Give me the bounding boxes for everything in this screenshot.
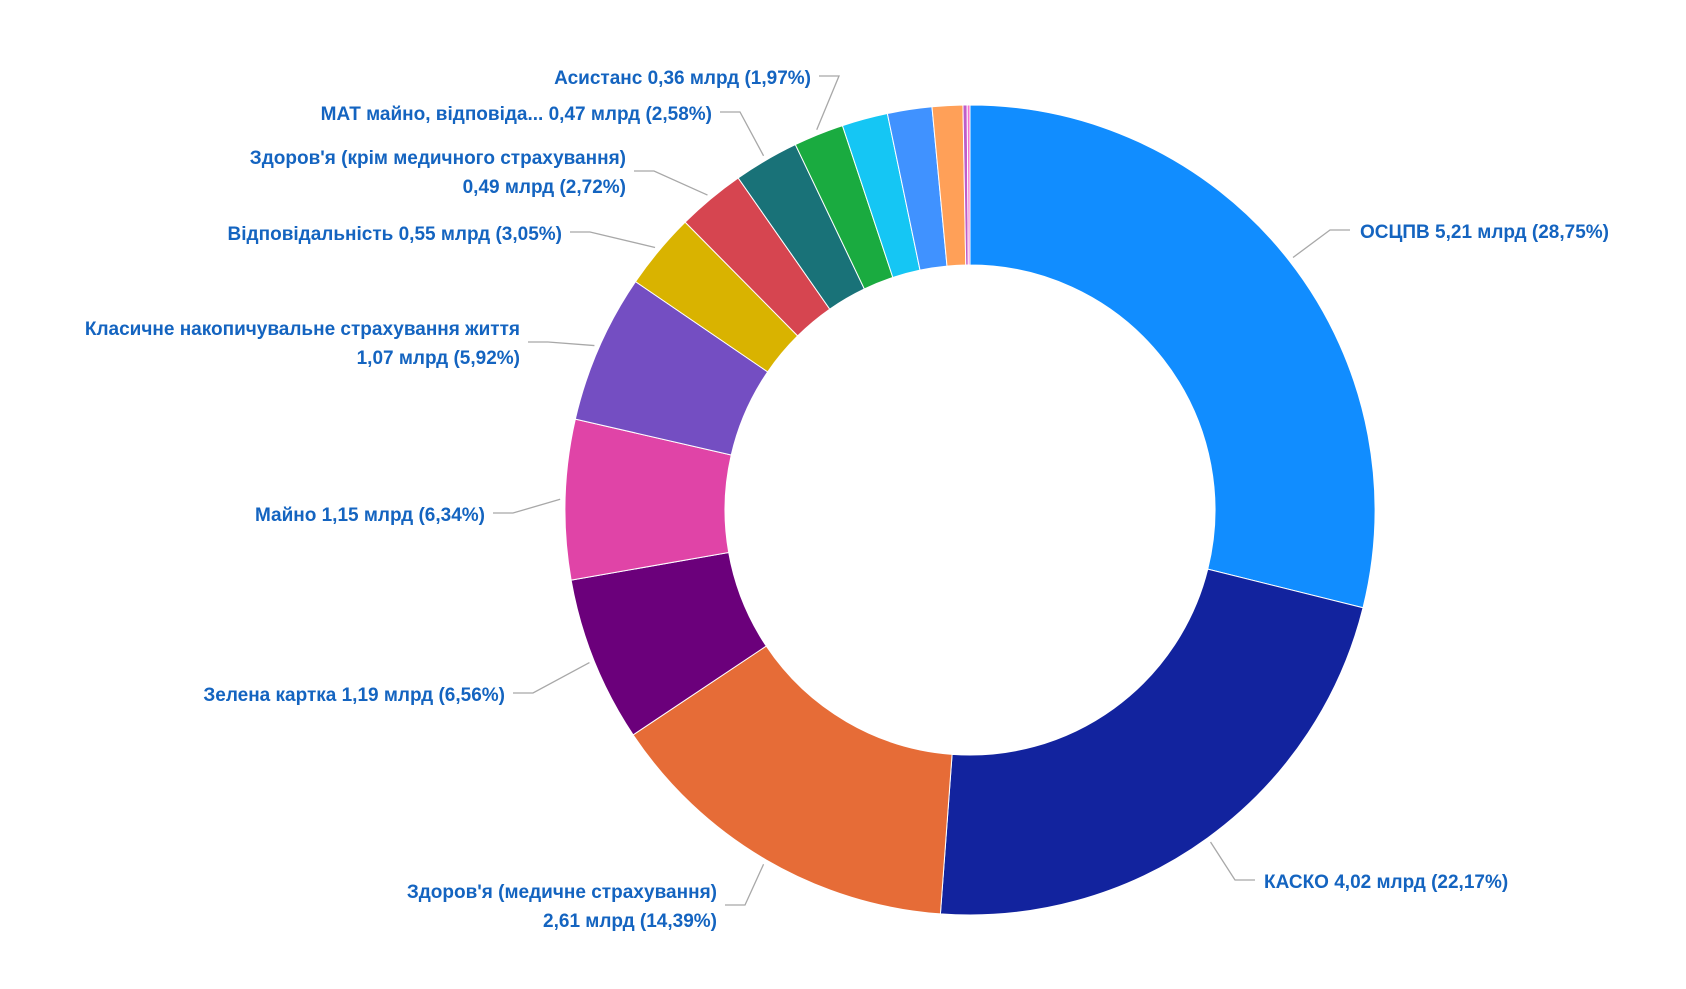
donut-slices — [564, 104, 1376, 916]
leader-line-9 — [816, 75, 840, 130]
leader-line-3 — [513, 662, 590, 694]
leader-line-0 — [1292, 229, 1350, 259]
leader-line-5 — [528, 341, 595, 347]
data-label-9: Асистанс 0,36 млрд (1,97%) — [554, 68, 811, 89]
donut-slice-1[interactable] — [939, 568, 1364, 916]
data-label-line: Зелена картка 1,19 млрд (6,56%) — [203, 685, 505, 706]
data-label-line: Класичне накопичувальне страхування житт… — [85, 319, 520, 340]
leader-line-7 — [634, 170, 708, 196]
data-label-line: 1,07 млрд (5,92%) — [357, 348, 520, 369]
leader-lines — [493, 75, 1350, 906]
data-label-4: Майно 1,15 млрд (6,34%) — [255, 505, 485, 526]
data-label-2: Здоров'я (медичне страхування) 2,61 млрд … — [407, 882, 717, 932]
data-label-line: ОСЦПВ 5,21 млрд (28,75%) — [1360, 222, 1609, 243]
leader-line-1 — [1209, 841, 1255, 881]
leader-line-2 — [725, 863, 765, 906]
leader-line-6 — [570, 231, 656, 249]
data-label-line: Відповідальність 0,55 млрд (3,05%) — [228, 224, 562, 245]
data-label-6: Відповідальність 0,55 млрд (3,05%) — [228, 224, 562, 245]
data-label-7: Здоров'я (крім медичного страхування) 0,4… — [250, 148, 626, 198]
data-label-3: Зелена картка 1,19 млрд (6,56%) — [203, 685, 505, 706]
donut-slice-0[interactable] — [969, 104, 1376, 609]
data-label-line: 2,61 млрд (14,39%) — [543, 911, 717, 932]
data-label-line: Здоров'я (крім медичного страхування) — [250, 148, 626, 169]
data-label-line: Здоров'я (медичне страхування) — [407, 882, 717, 903]
data-label-8: МАТ майно, відповіда... 0,47 млрд (2,58%… — [321, 104, 712, 125]
data-label-line: КАСКО 4,02 млрд (22,17%) — [1264, 872, 1508, 893]
data-label-line: Асистанс 0,36 млрд (1,97%) — [554, 68, 811, 89]
leader-line-4 — [493, 498, 561, 514]
data-label-line: Майно 1,15 млрд (6,34%) — [255, 505, 485, 526]
data-label-line: 0,49 млрд (2,72%) — [463, 177, 626, 198]
donut-slice-14[interactable] — [966, 104, 971, 266]
data-label-line: МАТ майно, відповіда... 0,47 млрд (2,58%… — [321, 104, 712, 125]
data-label-1: КАСКО 4,02 млрд (22,17%) — [1264, 872, 1508, 893]
data-labels: ОСЦПВ 5,21 млрд (28,75%) КАСКО 4,02 млрд … — [85, 68, 1609, 932]
leader-line-8 — [720, 111, 765, 157]
data-label-0: ОСЦПВ 5,21 млрд (28,75%) — [1360, 222, 1609, 243]
data-label-5: Класичне накопичувальне страхування житт… — [85, 319, 520, 369]
